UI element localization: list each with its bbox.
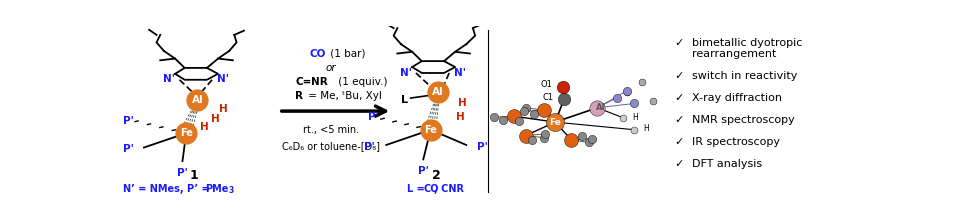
Text: ✓: ✓ [674,71,684,81]
Text: Al: Al [597,103,606,112]
Text: H: H [458,99,467,108]
Text: (1 bar): (1 bar) [327,48,365,59]
Text: DFT analysis: DFT analysis [692,159,762,169]
Text: H: H [643,124,649,133]
Text: CO: CO [424,184,439,194]
Text: Fe: Fe [424,125,437,135]
Text: O1: O1 [540,80,553,89]
Text: N': N' [401,68,412,78]
Text: N’ = NMes, P’ =: N’ = NMes, P’ = [123,184,213,194]
Text: IR spectroscopy: IR spectroscopy [692,137,780,147]
Text: (1 equiv.): (1 equiv.) [336,77,387,87]
Text: C=: C= [295,77,312,87]
Text: H: H [456,112,465,121]
Text: or: or [325,63,336,73]
Text: switch in reactivity: switch in reactivity [692,71,797,81]
Text: ✓: ✓ [674,159,684,169]
Text: ✓: ✓ [674,93,684,103]
Text: = Me, ᵗBu, Xyl: = Me, ᵗBu, Xyl [305,91,381,101]
Text: Al: Al [191,95,203,105]
Text: bimetallic dyotropic: bimetallic dyotropic [692,38,803,48]
Text: N': N' [454,68,467,78]
Text: 1: 1 [189,169,198,182]
Text: NMR spectroscopy: NMR spectroscopy [692,115,795,125]
Text: R: R [295,91,303,101]
Text: N': N' [217,74,229,84]
Text: Fe: Fe [549,118,561,127]
Text: P': P' [418,166,428,176]
Text: 2: 2 [432,169,441,182]
Text: ✓: ✓ [674,137,684,147]
Text: N': N' [163,74,175,84]
Text: C₆D₆ or toluene-[D₈]: C₆D₆ or toluene-[D₈] [282,141,380,151]
Text: CO: CO [310,48,326,59]
Text: NR: NR [312,77,328,87]
Text: L: L [402,95,408,105]
Text: ✓: ✓ [674,115,684,125]
Text: X-ray diffraction: X-ray diffraction [692,93,782,103]
Text: L =: L = [407,184,428,194]
Text: P': P' [123,116,134,126]
Text: P': P' [368,112,379,122]
Text: rearrangement: rearrangement [692,48,776,59]
Text: C1: C1 [542,93,554,102]
Text: Al: Al [432,88,444,97]
Text: ✓: ✓ [674,38,684,48]
Text: P': P' [364,142,375,152]
Text: H: H [201,122,209,132]
Text: Fe: Fe [180,128,192,138]
Text: 3: 3 [228,186,233,195]
Text: , CNR: , CNR [434,184,465,194]
Text: P': P' [477,142,489,152]
Text: H: H [632,112,638,121]
Text: P': P' [123,144,134,154]
Text: H: H [211,114,220,124]
Text: P': P' [177,168,188,178]
Text: rt., <5 min.: rt., <5 min. [303,125,358,135]
Text: H: H [219,104,228,114]
Text: PMe: PMe [205,184,228,194]
